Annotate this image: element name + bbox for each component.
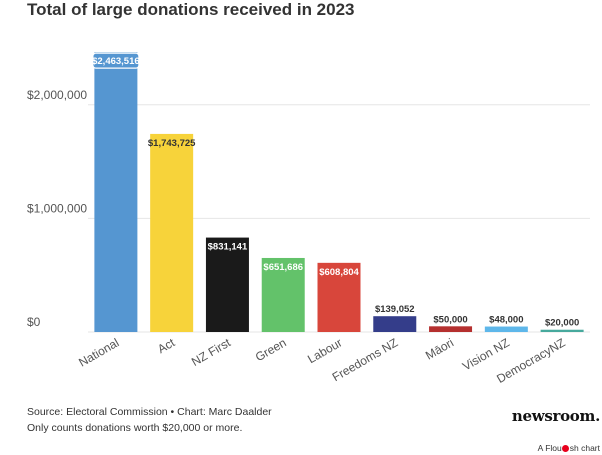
flourish-dot-icon	[562, 445, 570, 452]
note-text: Only counts donations worth $20,000 or m…	[27, 422, 243, 434]
x-tick-label: Māori	[423, 335, 456, 362]
value-label: $831,141	[208, 242, 248, 253]
value-label: $20,000	[545, 318, 579, 329]
chart-title: Total of large donations received in 202…	[27, 0, 355, 19]
x-tick-label: Green	[253, 335, 289, 364]
y-tick-label: $2,000,000	[27, 88, 87, 102]
bars	[94, 52, 584, 332]
value-labels: $2,463,516 $1,743,725 $831,141 $651,686 $608…	[92, 52, 579, 329]
value-label: $1,743,725	[148, 138, 196, 149]
bar[interactable]	[94, 52, 138, 332]
value-label: $2,463,516	[92, 56, 140, 67]
bar[interactable]	[150, 133, 194, 332]
y-tick-label: $0	[27, 315, 41, 329]
flourish-credit[interactable]: A Flou sh chart	[538, 443, 600, 453]
x-tick-label: NZ First	[189, 335, 234, 369]
x-tick-label: National	[76, 335, 121, 369]
bar[interactable]	[429, 326, 473, 332]
x-tick-label: Act	[155, 335, 178, 356]
value-label: $139,052	[375, 304, 415, 315]
source-text: Source: Electoral Commission • Chart: Ma…	[27, 406, 272, 418]
bar[interactable]	[261, 257, 305, 332]
flourish-prefix: A Flou	[537, 443, 562, 453]
bar[interactable]	[540, 329, 584, 332]
y-tick-label: $1,000,000	[27, 201, 87, 215]
x-tick-label: Labour	[305, 335, 344, 366]
bar[interactable]	[484, 326, 528, 332]
flourish-suffix: sh chart	[569, 443, 600, 453]
bar[interactable]	[205, 237, 249, 332]
brand-dot: .	[595, 407, 600, 425]
brand-name: newsroom	[511, 407, 596, 425]
bar[interactable]	[373, 316, 417, 332]
value-label: $48,000	[489, 315, 523, 326]
value-label: $608,804	[319, 267, 359, 278]
value-label: $50,000	[433, 314, 467, 325]
newsroom-logo[interactable]: newsroom.	[512, 407, 600, 425]
y-axis: $0 $1,000,000 $2,000,000	[27, 88, 87, 329]
value-label: $651,686	[263, 262, 303, 273]
value-label-pill	[92, 52, 140, 69]
bar[interactable]	[317, 262, 361, 332]
